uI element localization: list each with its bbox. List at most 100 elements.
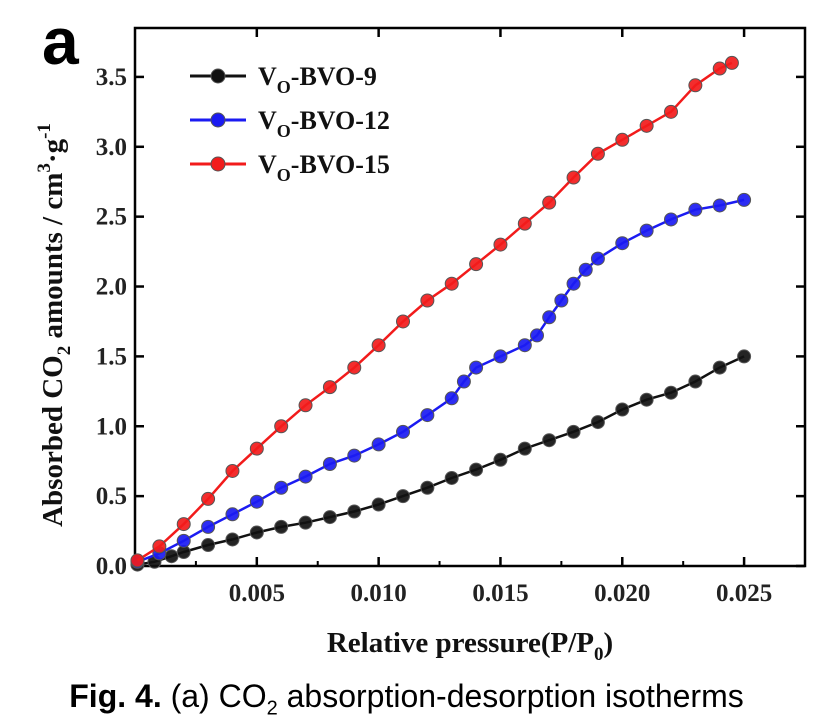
x-tick-label: 0.010	[351, 580, 407, 607]
data-point	[347, 360, 362, 375]
data-point	[712, 61, 727, 76]
data-point	[396, 314, 410, 329]
data-point	[664, 385, 678, 400]
data-point	[590, 251, 605, 266]
data-point	[274, 419, 289, 434]
data-point	[688, 78, 703, 93]
data-point	[249, 525, 264, 540]
data-point	[396, 489, 410, 504]
data-point	[444, 276, 459, 291]
figure-caption: Fig. 4. (a) CO2 absorption-desorption is…	[0, 678, 813, 720]
y-tick-label: 0.5	[96, 483, 127, 510]
data-point	[724, 55, 739, 70]
data-point	[615, 132, 630, 147]
data-point	[615, 402, 630, 417]
data-point	[712, 360, 727, 375]
data-point	[737, 349, 752, 364]
caption-label: Fig. 4.	[69, 678, 162, 714]
y-tick-label: 2.5	[96, 204, 127, 231]
panel-label: a	[42, 4, 80, 78]
data-point	[469, 257, 484, 272]
data-point	[542, 310, 557, 325]
x-tick-label: 0.025	[716, 580, 772, 607]
data-point	[469, 360, 484, 375]
data-point	[347, 504, 362, 519]
data-point	[322, 380, 337, 395]
caption-post: absorption-desorption isotherms	[277, 678, 744, 714]
y-tick-label: 2.0	[96, 274, 127, 301]
legend-marker-1	[210, 68, 226, 84]
data-point	[371, 437, 386, 452]
data-point	[201, 491, 216, 506]
legend-label-1: VO-BVO-9	[258, 62, 377, 97]
data-point	[737, 192, 752, 207]
data-point	[615, 236, 630, 251]
data-point	[225, 532, 240, 547]
data-point	[152, 539, 167, 554]
data-point	[664, 212, 678, 227]
data-point	[493, 452, 508, 467]
data-point	[566, 170, 581, 185]
data-point	[554, 293, 569, 308]
caption-pre: (a) CO	[170, 678, 267, 714]
x-tick-label: 0.020	[594, 580, 650, 607]
data-point	[590, 415, 605, 430]
data-point	[517, 338, 532, 353]
data-point	[688, 202, 703, 217]
data-point	[420, 408, 435, 423]
data-point	[371, 338, 386, 353]
data-point	[225, 507, 240, 522]
data-point	[298, 515, 313, 530]
x-tick-label: 0.005	[229, 580, 285, 607]
data-point	[639, 118, 654, 133]
data-point	[469, 462, 484, 477]
data-point	[639, 223, 654, 238]
caption-sub: 2	[266, 697, 278, 720]
data-point	[274, 519, 289, 534]
data-point	[493, 349, 508, 364]
data-point	[249, 441, 264, 456]
data-point	[444, 470, 459, 485]
plot-frame	[133, 26, 807, 568]
data-point	[590, 146, 605, 161]
y-axis-title: Absorbed CO2 amounts / cm3·g-1	[34, 123, 75, 527]
y-tick-label: 1.5	[96, 343, 127, 370]
data-point	[201, 519, 216, 534]
y-tick-label: 3.0	[96, 134, 127, 161]
data-point	[176, 517, 191, 532]
data-point	[347, 448, 362, 463]
data-point	[542, 195, 557, 210]
legend-marker-2	[210, 112, 226, 128]
data-point	[274, 480, 289, 495]
data-point	[322, 510, 337, 525]
data-point	[130, 553, 145, 568]
data-point	[176, 533, 191, 548]
data-point	[396, 424, 410, 439]
data-point	[493, 237, 508, 252]
data-point	[456, 374, 471, 389]
y-tick-label: 1.0	[96, 413, 127, 440]
data-point	[298, 469, 313, 484]
data-point	[639, 392, 654, 407]
x-tick-label: 0.015	[472, 580, 528, 607]
data-point	[542, 433, 557, 448]
data-point	[225, 463, 240, 478]
plot-area: 0.005 0.010 0.015 0.020 0.025 0.0 0.5 1.0 1.5 2.0…	[96, 26, 807, 607]
data-point	[566, 424, 581, 439]
data-point	[712, 198, 727, 213]
data-point	[249, 494, 264, 509]
legend-marker-3	[210, 156, 226, 172]
data-point	[578, 262, 593, 277]
chart: a 0.005 0.010 0.015 0.020 0.025 0.0 0.5 1.0 1.5 2…	[34, 4, 807, 665]
data-point	[444, 391, 459, 406]
data-point	[201, 538, 216, 553]
data-point	[371, 497, 386, 512]
legend-label-3: VO-BVO-15	[258, 150, 390, 185]
data-point	[322, 456, 337, 471]
data-point	[164, 549, 179, 564]
y-tick-label: 0.0	[96, 553, 127, 580]
series-line-1	[137, 355, 745, 566]
y-tick-label: 3.5	[96, 64, 127, 91]
data-point	[530, 328, 544, 343]
data-point	[298, 398, 313, 413]
